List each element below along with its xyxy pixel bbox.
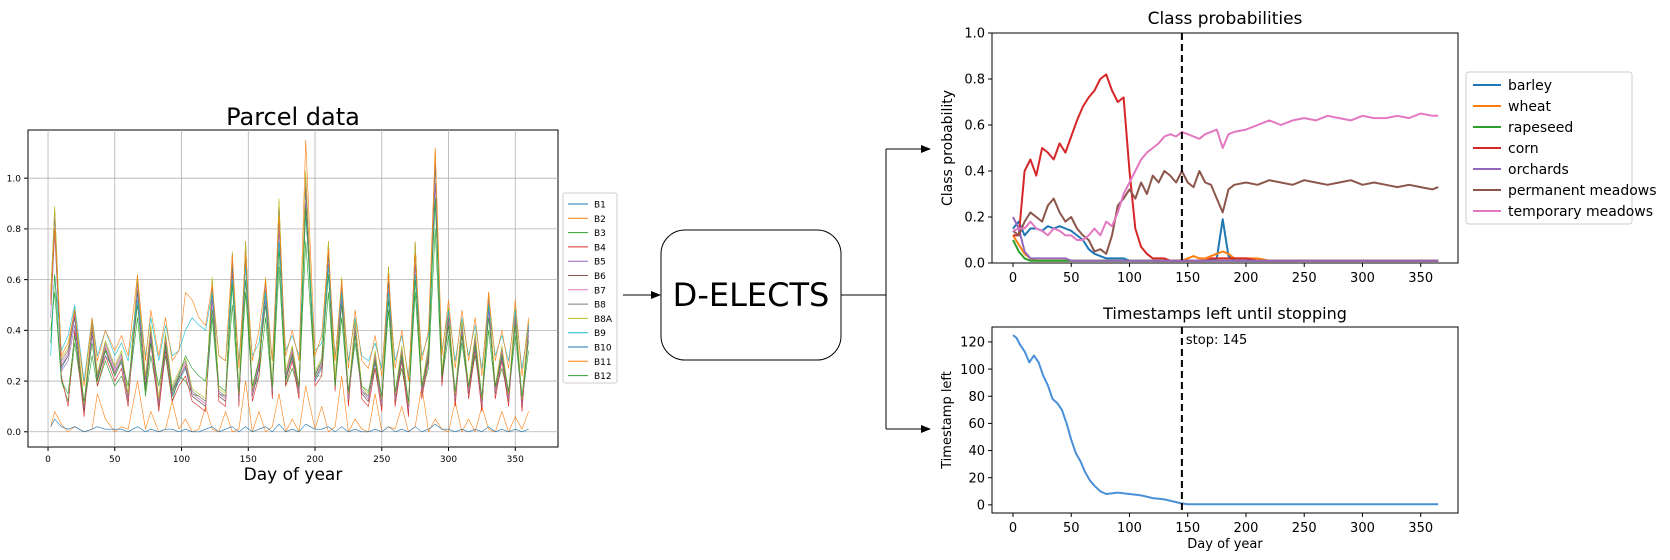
timestamps-y-axis-label: Timestamp left [940, 371, 955, 470]
timestamps-x-tick-label-0: 0 [1009, 521, 1017, 536]
parcel-chart-title: Parcel data [226, 103, 360, 131]
timestamps-y-tick-label-4: 80 [968, 390, 985, 405]
class-y-tick-label-0: 0.0 [964, 257, 985, 272]
timestamps-x-tick-label-5: 250 [1292, 521, 1317, 536]
parcel-legend-label-10: B10 [594, 344, 612, 354]
timestamps-y-tick-label-2: 40 [968, 444, 985, 459]
parcel-series-b11 [50, 139, 529, 387]
parcel-series-b2 [50, 375, 529, 433]
class-y-axis-label: Class probability [940, 90, 956, 206]
class-x-tick-label-3: 150 [1175, 271, 1200, 286]
parcel-series-b3 [50, 228, 529, 407]
parcel-x-tick-label-1: 50 [109, 455, 121, 465]
class-legend: barley wheat rapeseed corn orchards permanent… [1465, 71, 1657, 225]
class-legend-label-3: corn [1508, 141, 1539, 157]
output-arrows [841, 145, 931, 433]
parcel-legend-label-7: B8 [594, 301, 606, 311]
parcel-legend-label-9: B9 [594, 329, 606, 339]
parcel-x-tick-label-4: 200 [306, 455, 323, 465]
timestamps-x-tick-label-7: 350 [1408, 521, 1433, 536]
class-legend-box [1465, 71, 1633, 225]
parcel-data-chart: 0 50 100 150 200 250 300 350 0.0 0.2 0.4 0.6 0.8 1.0… [7, 103, 618, 485]
class-x-tick-label-5: 250 [1292, 271, 1317, 286]
class-y-tick-label-5: 1.0 [964, 27, 985, 42]
class-series-orchards [1012, 216, 1439, 262]
d-elects-label: D-ELECTS [673, 276, 830, 314]
timestamps-left-chart: 0 50 100 150 200 250 300 350 0 20 40 60 80 100 120 st… [940, 304, 1459, 552]
class-x-tick-label-1: 50 [1063, 271, 1080, 286]
parcel-x-tick-label-5: 250 [373, 455, 390, 465]
timestamps-x-axis-label: Day of year [1187, 537, 1263, 552]
parcel-legend-label-3: B4 [594, 243, 606, 253]
class-x-tick-label-0: 0 [1009, 271, 1017, 286]
timestamps-x-tick-label-3: 150 [1175, 521, 1200, 536]
class-series-temporary-meadows [1012, 112, 1439, 241]
parcel-plot-frame [27, 129, 559, 448]
class-plot-frame [991, 32, 1459, 264]
class-x-tick-label-7: 350 [1408, 271, 1433, 286]
class-y-tick-label-1: 0.2 [964, 211, 985, 226]
class-legend-label-2: rapeseed [1508, 120, 1573, 136]
timestamps-y-tick-label-1: 20 [968, 471, 985, 486]
parcel-x-axis-label: Day of year [244, 465, 343, 485]
parcel-series-b9 [50, 203, 529, 382]
parcel-legend-label-2: B3 [594, 229, 606, 239]
class-x-tick-label-4: 200 [1234, 271, 1259, 286]
parcel-x-tick-label-7: 350 [507, 455, 524, 465]
class-legend-label-4: orchards [1508, 162, 1569, 178]
stop-annotation: stop: 145 [1186, 333, 1247, 348]
class-y-tick-label-2: 0.4 [964, 165, 985, 180]
timestamps-x-tick-label-2: 100 [1117, 521, 1142, 536]
timestamps-x-tick-label-1: 50 [1063, 521, 1080, 536]
class-legend-label-5: permanent meadows [1508, 183, 1657, 199]
parcel-legend-box [562, 192, 618, 384]
class-probabilities-chart: 0 50 100 150 200 250 300 350 0.0 0.2 0.4 0.6 0.8 1.0… [940, 9, 1657, 286]
timestamps-y-tick-label-0: 0 [977, 499, 985, 514]
class-y-tick-label-3: 0.6 [964, 119, 985, 134]
timestamps-series-0 [1012, 334, 1439, 506]
parcel-legend-label-5: B6 [594, 272, 606, 282]
parcel-series-b8a [50, 150, 529, 405]
parcel-legend-label-12: B12 [594, 372, 612, 382]
parcel-legend-label-6: B7 [594, 286, 606, 296]
parcel-y-tick-label-2: 0.4 [7, 327, 22, 337]
parcel-y-tick-label-1: 0.2 [7, 377, 21, 387]
parcel-legend-label-11: B11 [594, 358, 612, 368]
d-elects-block: D-ELECTS [660, 229, 842, 361]
class-legend-label-6: temporary meadows [1508, 204, 1653, 220]
timestamps-plot-frame [991, 326, 1459, 514]
timestamps-y-tick-label-6: 120 [960, 336, 985, 351]
parcel-y-tick-label-3: 0.6 [7, 276, 22, 286]
timestamps-x-tick-label-4: 200 [1234, 521, 1259, 536]
parcel-series-b12 [50, 198, 529, 402]
timestamps-x-tick-label-6: 300 [1350, 521, 1375, 536]
parcel-x-tick-label-0: 0 [45, 455, 51, 465]
parcel-y-tick-label-0: 0.0 [7, 428, 22, 438]
parcel-legend-label-8: B8A [594, 315, 613, 325]
parcel-legend-label-0: B1 [594, 201, 606, 211]
class-legend-label-1: wheat [1508, 99, 1552, 115]
parcel-y-tick-label-4: 0.8 [7, 225, 22, 235]
parcel-y-tick-label-5: 1.0 [7, 174, 22, 184]
timestamps-y-tick-label-3: 60 [968, 417, 985, 432]
parcel-x-tick-label-6: 300 [440, 455, 457, 465]
parcel-x-tick-label-2: 100 [173, 455, 190, 465]
class-y-tick-label-4: 0.8 [964, 73, 985, 88]
class-legend-label-0: barley [1508, 78, 1552, 94]
class-x-tick-label-2: 100 [1117, 271, 1142, 286]
parcel-legend-label-1: B2 [594, 215, 606, 225]
parcel-series-b10 [50, 418, 529, 433]
class-chart-title: Class probabilities [1148, 9, 1303, 29]
class-x-tick-label-6: 300 [1350, 271, 1375, 286]
timestamps-chart-title: Timestamps left until stopping [1102, 304, 1347, 323]
parcel-x-tick-label-3: 150 [240, 455, 257, 465]
timestamps-y-tick-label-5: 100 [960, 363, 985, 378]
parcel-legend: B1 B2 B3 B4 B5 B6 B7 B8 B8A B9 B10 B11 B12 [562, 192, 618, 384]
parcel-legend-label-4: B5 [594, 258, 606, 268]
class-series-permanent-meadows [1012, 170, 1439, 255]
